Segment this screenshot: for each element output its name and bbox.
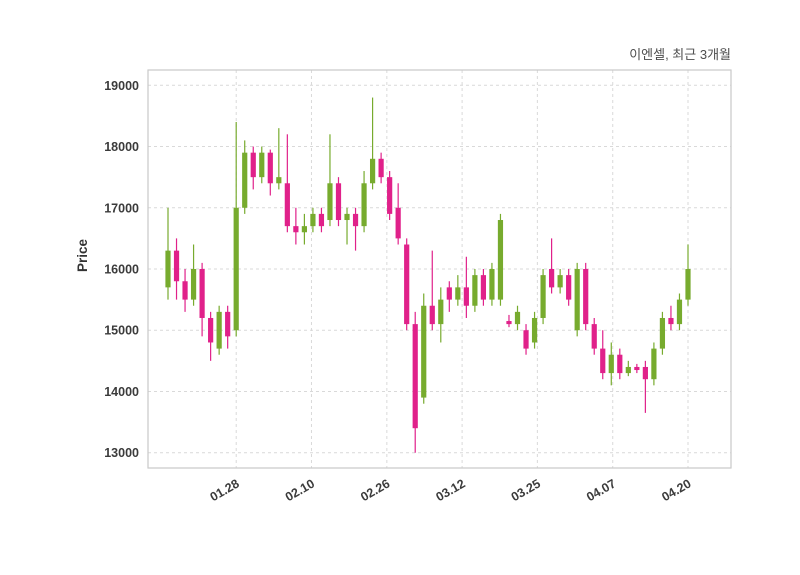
- candle-body: [421, 305, 427, 398]
- candle-body: [327, 183, 333, 221]
- candle-body: [233, 207, 239, 331]
- candle-body: [344, 213, 350, 221]
- candle-body: [617, 354, 623, 374]
- candle-body: [642, 366, 648, 380]
- candle-body: [387, 177, 393, 214]
- candle-body: [676, 299, 683, 325]
- candle-body: [293, 226, 299, 233]
- candle-body: [566, 275, 572, 300]
- y-tick-label: 17000: [104, 201, 139, 215]
- candle-body: [208, 317, 214, 343]
- candle-body: [659, 317, 666, 349]
- candle-body: [429, 305, 435, 325]
- candle-body: [583, 269, 589, 325]
- candle-body: [608, 354, 614, 374]
- x-tick-label: 01.28: [208, 476, 242, 504]
- candle-body: [190, 269, 197, 300]
- candle-body: [310, 213, 316, 227]
- candle-body: [489, 269, 495, 300]
- candle-body: [438, 299, 444, 325]
- y-tick-label: 15000: [104, 324, 139, 338]
- candle-body: [480, 275, 487, 300]
- candle-body: [318, 213, 325, 227]
- x-tick-label: 02.26: [358, 476, 392, 504]
- chart-title: 이엔셀, 최근 3개월: [629, 47, 731, 62]
- candle-body: [404, 244, 410, 325]
- candle-body: [335, 183, 342, 221]
- candle-body: [395, 207, 401, 239]
- candle-body: [574, 269, 580, 331]
- candle-body: [301, 226, 307, 233]
- candle-body: [361, 183, 367, 227]
- x-tick-label: 04.20: [659, 476, 693, 504]
- candle-body: [216, 311, 222, 349]
- y-tick-label: 14000: [104, 385, 139, 399]
- x-tick-label: 03.12: [434, 476, 468, 504]
- candle-body: [369, 158, 376, 184]
- candle-body: [600, 348, 606, 374]
- candle-body: [625, 366, 631, 374]
- y-tick-label: 19000: [104, 79, 139, 93]
- candle-body: [173, 250, 180, 282]
- candle-body: [225, 311, 231, 337]
- candle-body: [267, 152, 273, 184]
- candle-body: [557, 275, 563, 288]
- x-tick-label: 03.25: [509, 476, 543, 504]
- x-tick-label: 04.07: [584, 476, 618, 504]
- candle-body: [668, 317, 674, 325]
- y-tick-label: 18000: [104, 140, 139, 154]
- candle-body: [378, 158, 384, 178]
- candle-body: [446, 287, 452, 300]
- candle-body: [531, 317, 538, 343]
- candle-body: [199, 269, 205, 318]
- candle-body: [276, 177, 282, 184]
- candle-body: [412, 324, 418, 429]
- candle-body: [540, 275, 546, 318]
- x-tick-label: 02.10: [283, 476, 317, 504]
- candle-body: [242, 152, 248, 208]
- candle-body: [497, 220, 504, 300]
- candle-body: [455, 287, 461, 300]
- y-tick-label: 16000: [104, 263, 139, 277]
- candle-body: [549, 269, 555, 288]
- candle-body: [259, 152, 265, 178]
- candle-body: [472, 275, 478, 306]
- candle-body: [514, 311, 521, 325]
- candle-body: [165, 250, 171, 288]
- candle-body: [506, 321, 512, 325]
- candle-body: [182, 281, 188, 300]
- y-axis-label: Price: [75, 238, 91, 273]
- y-tick-label: 13000: [104, 446, 139, 460]
- candle-body: [634, 366, 640, 371]
- candle-body: [523, 330, 529, 349]
- candle-body: [250, 152, 256, 178]
- candle-body: [591, 324, 597, 349]
- plot-border: [147, 69, 732, 469]
- candle-body: [284, 183, 290, 227]
- candle-body: [463, 287, 469, 306]
- candle-body: [651, 348, 657, 380]
- candle-body: [685, 269, 691, 300]
- candle-body: [352, 213, 359, 227]
